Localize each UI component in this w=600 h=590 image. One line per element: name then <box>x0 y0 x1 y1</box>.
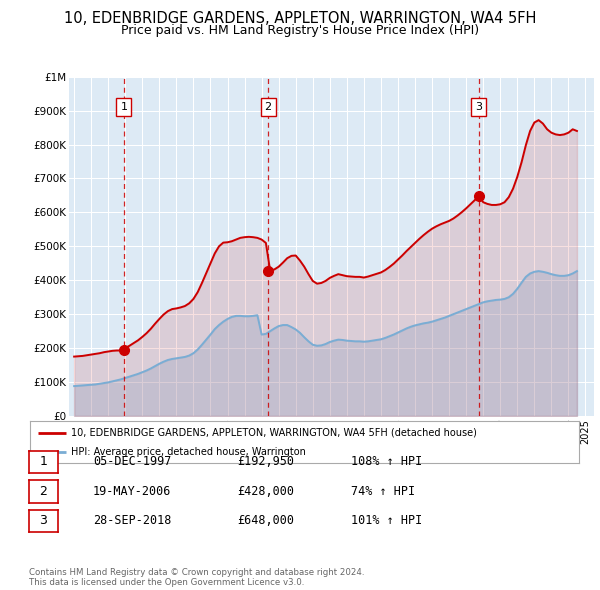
Text: HPI: Average price, detached house, Warrington: HPI: Average price, detached house, Warr… <box>71 447 306 457</box>
Text: 10, EDENBRIDGE GARDENS, APPLETON, WARRINGTON, WA4 5FH (detached house): 10, EDENBRIDGE GARDENS, APPLETON, WARRIN… <box>71 428 477 438</box>
Text: 10, EDENBRIDGE GARDENS, APPLETON, WARRINGTON, WA4 5FH: 10, EDENBRIDGE GARDENS, APPLETON, WARRIN… <box>64 11 536 25</box>
Text: £192,950: £192,950 <box>237 455 294 468</box>
Text: 1: 1 <box>121 102 127 112</box>
Text: 1: 1 <box>39 455 47 468</box>
Text: 05-DEC-1997: 05-DEC-1997 <box>93 455 172 468</box>
Text: 28-SEP-2018: 28-SEP-2018 <box>93 514 172 527</box>
Text: 3: 3 <box>475 102 482 112</box>
Text: 108% ↑ HPI: 108% ↑ HPI <box>351 455 422 468</box>
Text: 2: 2 <box>265 102 272 112</box>
Text: £428,000: £428,000 <box>237 485 294 498</box>
Text: 74% ↑ HPI: 74% ↑ HPI <box>351 485 415 498</box>
Text: 19-MAY-2006: 19-MAY-2006 <box>93 485 172 498</box>
Text: £648,000: £648,000 <box>237 514 294 527</box>
Text: Contains HM Land Registry data © Crown copyright and database right 2024.
This d: Contains HM Land Registry data © Crown c… <box>29 568 364 587</box>
Text: 2: 2 <box>39 485 47 498</box>
Text: Price paid vs. HM Land Registry's House Price Index (HPI): Price paid vs. HM Land Registry's House … <box>121 24 479 37</box>
Text: 101% ↑ HPI: 101% ↑ HPI <box>351 514 422 527</box>
Text: 3: 3 <box>39 514 47 527</box>
